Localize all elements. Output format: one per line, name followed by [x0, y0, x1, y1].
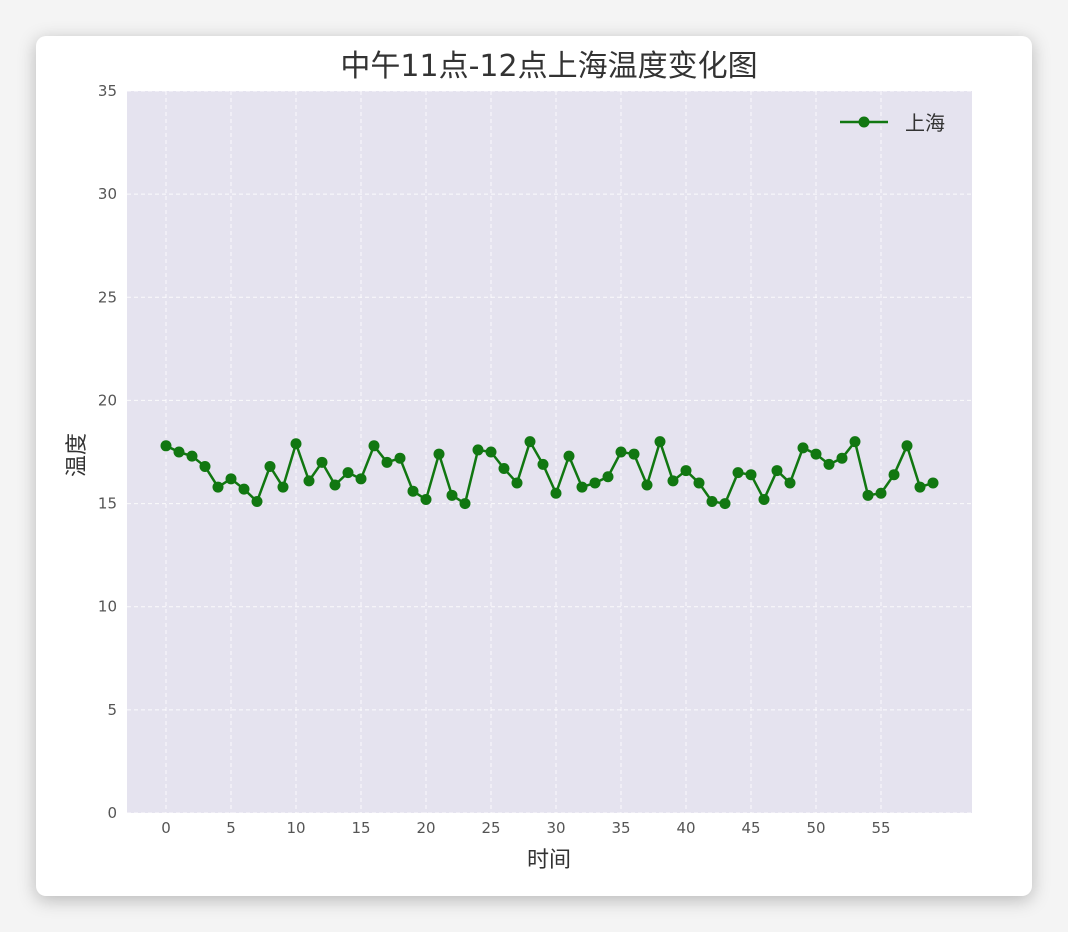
y-tick-label: 20 [98, 391, 117, 409]
y-tick-label: 15 [98, 495, 117, 513]
data-point [173, 446, 185, 458]
data-point [862, 489, 874, 501]
y-tick-label: 35 [98, 82, 117, 100]
data-point [615, 446, 627, 458]
x-tick-label: 5 [226, 819, 236, 837]
x-tick-label: 55 [871, 819, 890, 837]
data-point [654, 436, 666, 448]
data-point [277, 481, 289, 493]
x-tick-label: 30 [546, 819, 565, 837]
data-point [628, 448, 640, 460]
y-tick-label: 10 [98, 598, 117, 616]
data-point [446, 489, 458, 501]
data-point [407, 485, 419, 497]
data-point [914, 481, 926, 493]
data-point [784, 477, 796, 489]
data-point [303, 475, 315, 487]
data-point [771, 465, 783, 477]
data-point [472, 444, 484, 456]
x-axis-ticks: 0 5 10 15 20 25 30 35 40 45 50 55 [161, 819, 890, 837]
data-point [329, 479, 341, 491]
x-tick-label: 0 [161, 819, 171, 837]
data-point [537, 458, 549, 470]
y-tick-label: 0 [107, 804, 117, 822]
data-point [888, 469, 900, 481]
data-point [823, 458, 835, 470]
data-point [758, 493, 770, 505]
y-tick-label: 25 [98, 288, 117, 306]
y-axis-ticks: 0 5 10 15 20 25 30 35 [98, 82, 117, 822]
data-point [680, 465, 692, 477]
x-axis-label: 时间 [527, 848, 571, 873]
data-point [212, 481, 224, 493]
data-point [927, 477, 939, 489]
data-point [199, 460, 211, 472]
data-point [511, 477, 523, 489]
x-tick-label: 45 [741, 819, 760, 837]
x-tick-label: 25 [481, 819, 500, 837]
x-tick-label: 50 [806, 819, 825, 837]
data-point [459, 498, 471, 510]
y-tick-label: 5 [107, 701, 117, 719]
y-axis-label: 温度 [65, 433, 90, 477]
plot-area [127, 91, 972, 813]
data-point [550, 487, 562, 499]
data-point [485, 446, 497, 458]
line-chart: 0 5 10 15 20 25 30 35 0 5 10 15 20 25 30 35 40 45 50 55 中午… [65, 49, 972, 873]
y-tick-label: 30 [98, 185, 117, 203]
data-point [719, 498, 731, 510]
data-point [563, 450, 575, 462]
data-point [849, 436, 861, 448]
data-point [589, 477, 601, 489]
data-point [225, 473, 237, 485]
data-point [576, 481, 588, 493]
data-point [316, 456, 328, 468]
data-point [264, 460, 276, 472]
chart-title: 中午11点-12点上海温度变化图 [340, 49, 757, 84]
data-point [355, 473, 367, 485]
x-tick-label: 40 [676, 819, 695, 837]
data-point [251, 496, 263, 508]
data-point [238, 483, 250, 495]
x-tick-label: 15 [351, 819, 370, 837]
data-point [797, 442, 809, 454]
data-point [342, 467, 354, 479]
data-point [602, 471, 614, 483]
x-tick-label: 10 [286, 819, 305, 837]
legend: 上海 [840, 111, 945, 135]
data-point [394, 452, 406, 464]
data-point [732, 467, 744, 479]
data-point [693, 477, 705, 489]
data-point [290, 438, 302, 450]
data-point [498, 463, 510, 475]
data-point [641, 479, 653, 491]
legend-dot-marker [858, 116, 870, 128]
data-point [368, 440, 380, 452]
data-point [381, 456, 393, 468]
data-point [706, 496, 718, 508]
data-point [836, 452, 848, 464]
data-point [186, 450, 198, 462]
data-point [433, 448, 445, 460]
data-point [745, 469, 757, 481]
data-point [524, 436, 536, 448]
data-point [667, 475, 679, 487]
data-point [875, 487, 887, 499]
data-point [160, 440, 172, 452]
chart-card: 0 5 10 15 20 25 30 35 0 5 10 15 20 25 30 35 40 45 50 55 中午… [36, 36, 1032, 896]
legend-label: 上海 [905, 111, 945, 135]
data-point [901, 440, 913, 452]
data-point [810, 448, 822, 460]
x-tick-label: 20 [416, 819, 435, 837]
x-tick-label: 35 [611, 819, 630, 837]
series-shanghai [160, 436, 939, 510]
data-point [420, 493, 432, 505]
